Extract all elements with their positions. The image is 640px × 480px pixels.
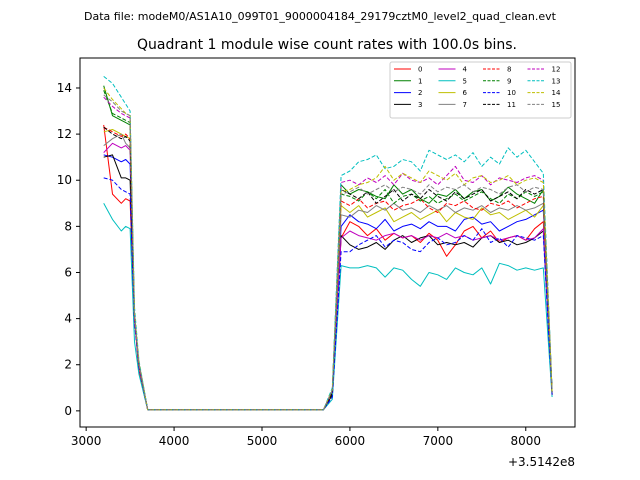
legend-label-13: 13 [552,77,561,85]
legend-label-4: 4 [463,66,468,74]
x-tick-label-8000: 8000 [510,434,541,448]
x-offset-label: +3.5142e8 [508,455,575,469]
series-line-6 [103,129,553,411]
series-line-4 [103,142,553,411]
chart-suptitle: Data file: modeM0/AS1A10_099T01_90000041… [84,10,557,23]
series-line-7 [103,133,553,411]
legend-label-5: 5 [463,77,467,85]
y-tick-label-14: 14 [57,81,72,95]
series-line-11 [103,126,553,411]
series-line-13 [103,76,553,411]
legend-label-7: 7 [463,101,467,109]
axes: 3000 4000 5000 6000 7000 8000 0 2 4 6 8 10 12 14 [57,81,541,448]
legend-label-11: 11 [507,101,516,109]
y-tick-label-10: 10 [57,173,72,187]
y-tick-label-2: 2 [64,358,72,372]
plot-frame [79,57,576,428]
series-line-12 [103,96,553,411]
x-tick-label-7000: 7000 [423,434,454,448]
series-line-14 [103,87,553,411]
legend-label-8: 8 [507,66,511,74]
legend-box [389,61,572,119]
legend-label-10: 10 [507,89,516,97]
legend-label-6: 6 [463,89,468,97]
chart-title: Quadrant 1 module wise count rates with … [137,37,517,53]
y-tick-label-4: 4 [64,312,72,326]
legend-label-14: 14 [552,89,561,97]
plot-series [103,76,553,411]
legend-label-1: 1 [418,77,422,85]
series-line-8 [103,126,553,411]
legend-label-9: 9 [507,77,511,85]
legend-label-12: 12 [552,66,561,74]
y-tick-label-12: 12 [57,127,72,141]
y-tick-label-8: 8 [64,219,72,233]
legend-label-15: 15 [552,101,561,109]
x-tick-label-6000: 6000 [335,434,366,448]
series-line-9 [103,90,553,411]
series-line-1 [103,85,553,411]
x-tick-label-3000: 3000 [71,434,102,448]
legend-label-3: 3 [418,101,422,109]
x-tick-label-4000: 4000 [159,434,190,448]
series-line-15 [103,94,553,411]
y-tick-label-0: 0 [64,404,72,418]
y-tick-label-6: 6 [64,265,72,279]
legend-label-2: 2 [418,89,422,97]
series-line-0 [103,124,553,411]
series-line-10 [103,177,553,411]
legend-label-0: 0 [418,66,422,74]
x-tick-label-5000: 5000 [247,434,278,448]
